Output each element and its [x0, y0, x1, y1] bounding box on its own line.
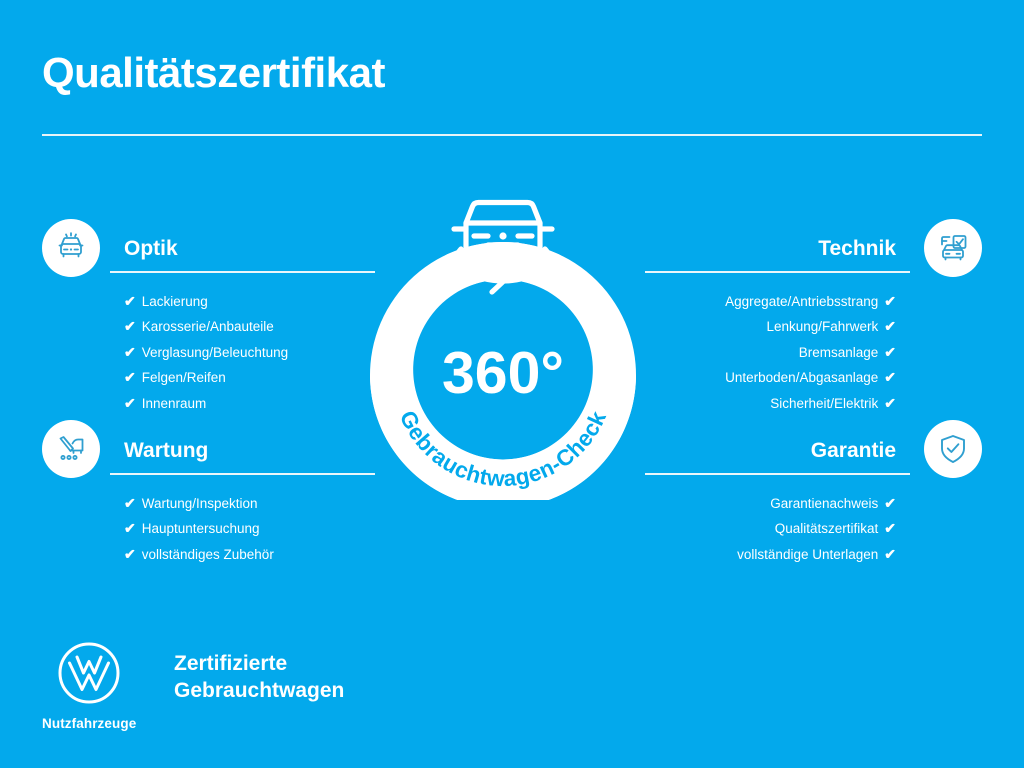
check-icon: ✔	[884, 343, 896, 360]
list-item-label: Bremsanlage	[798, 344, 879, 360]
list-item-label: Hauptuntersuchung	[141, 521, 260, 536]
check-icon: ✔	[124, 520, 136, 536]
list-item: vollständige Unterlagen ✔	[645, 542, 910, 568]
list-item: ✔ Verglasung/Beleuchtung	[110, 340, 375, 366]
list-item: ✔ Wartung/Inspektion	[110, 491, 375, 517]
list-item: ✔ Karosserie/Anbauteile	[110, 314, 375, 340]
wrench-car-icon	[42, 420, 100, 478]
check-icon: ✔	[124, 494, 136, 511]
section-heading: Garantie	[810, 439, 896, 462]
footer-line-2: Gebrauchtwagen	[174, 679, 345, 702]
check-icon: ✔	[124, 292, 136, 309]
list-item-label: vollständige Unterlagen	[737, 546, 879, 562]
check-icon: ✔	[884, 394, 896, 411]
footer-text: Zertifizierte Gebrauchtwagen	[174, 650, 344, 704]
title-divider	[42, 134, 982, 136]
list-item-label: Felgen/Reifen	[141, 370, 226, 385]
section-divider	[645, 271, 910, 273]
list-item: ✔ vollständiges Zubehör	[110, 542, 375, 568]
list-item: Aggregate/Antriebsstrang ✔	[645, 289, 910, 315]
list-item: Sicherheit/Elektrik ✔	[645, 391, 910, 417]
footer-brand: Nutzfahrzeuge Zertifizierte Gebrauchtwag…	[42, 640, 462, 740]
section-divider	[110, 271, 375, 273]
list-item-label: Karosserie/Anbauteile	[141, 319, 274, 334]
list-item: Qualitätszertifikat ✔	[645, 516, 910, 542]
badge-360-gebrauchtwagen-check: 360° Gebrauchtwagen-Check	[368, 185, 638, 500]
ring-shape	[370, 242, 636, 500]
check-icon: ✔	[884, 494, 896, 511]
check-icon: ✔	[884, 520, 896, 536]
section-heading: Wartung	[124, 439, 209, 462]
section-divider	[645, 473, 910, 475]
footer-line-1: Zertifizierte	[174, 652, 288, 675]
shield-check-icon	[924, 420, 982, 478]
section-wartung: Wartung ✔ Wartung/Inspektion ✔ Hauptunters…	[110, 440, 375, 567]
badge-degrees-label: 360°	[442, 340, 564, 406]
section-divider	[110, 473, 375, 475]
car-rotate-360-icon	[451, 199, 555, 295]
list-item-label: vollständiges Zubehör	[141, 546, 274, 562]
checklist-garantie: Garantienachweis ✔ Qualitätszertifikat ✔ v…	[645, 491, 910, 568]
check-icon: ✔	[884, 545, 896, 562]
list-item: Lenkung/Fahrwerk ✔	[645, 314, 910, 340]
list-item-label: Innenraum	[141, 395, 207, 411]
list-item-label: Lenkung/Fahrwerk	[766, 319, 879, 334]
list-item: Garantienachweis ✔	[645, 491, 910, 517]
list-item: ✔ Hauptuntersuchung	[110, 516, 375, 542]
check-icon: ✔	[884, 292, 896, 309]
section-optik: Optik ✔ Lackierung ✔ Karosserie/Anbauteile…	[110, 238, 375, 416]
list-item-label: Garantienachweis	[770, 495, 879, 511]
car-checklist-icon	[924, 219, 982, 277]
list-item-label: Sicherheit/Elektrik	[770, 395, 879, 411]
list-item: Unterboden/Abgasanlage ✔	[645, 365, 910, 391]
list-item-label: Qualitätszertifikat	[774, 521, 879, 536]
brand-subtitle: Nutzfahrzeuge	[42, 716, 137, 731]
section-heading: Technik	[818, 237, 896, 260]
check-icon: ✔	[124, 343, 136, 360]
section-technik: Technik Aggregate/Antriebsstrang ✔ Lenkun…	[645, 238, 910, 416]
list-item: Bremsanlage ✔	[645, 340, 910, 366]
list-item-label: Wartung/Inspektion	[141, 495, 258, 511]
car-shine-icon	[42, 219, 100, 277]
list-item: ✔ Innenraum	[110, 391, 375, 417]
check-icon: ✔	[124, 318, 136, 334]
checklist-technik: Aggregate/Antriebsstrang ✔ Lenkung/Fahrwe…	[645, 289, 910, 417]
list-item: ✔ Lackierung	[110, 289, 375, 315]
check-icon: ✔	[124, 394, 136, 411]
volkswagen-logo	[56, 640, 122, 711]
list-item-label: Unterboden/Abgasanlage	[725, 370, 879, 385]
check-icon: ✔	[884, 318, 896, 334]
checklist-wartung: ✔ Wartung/Inspektion ✔ Hauptuntersuchung ✔…	[110, 491, 375, 568]
check-icon: ✔	[124, 545, 136, 562]
check-icon: ✔	[124, 369, 136, 385]
checklist-optik: ✔ Lackierung ✔ Karosserie/Anbauteile ✔ Verg…	[110, 289, 375, 417]
list-item-label: Lackierung	[141, 293, 208, 309]
section-heading: Optik	[124, 237, 178, 260]
list-item: ✔ Felgen/Reifen	[110, 365, 375, 391]
list-item-label: Verglasung/Beleuchtung	[141, 344, 289, 360]
section-garantie: Garantie Garantienachweis ✔ Qualitätszert…	[645, 440, 910, 567]
list-item-label: Aggregate/Antriebsstrang	[725, 293, 879, 309]
check-icon: ✔	[884, 369, 896, 385]
page-title: Qualitätszertifikat	[42, 49, 385, 96]
